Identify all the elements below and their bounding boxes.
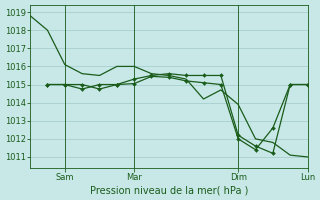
X-axis label: Pression niveau de la mer( hPa ): Pression niveau de la mer( hPa ) bbox=[90, 185, 248, 195]
